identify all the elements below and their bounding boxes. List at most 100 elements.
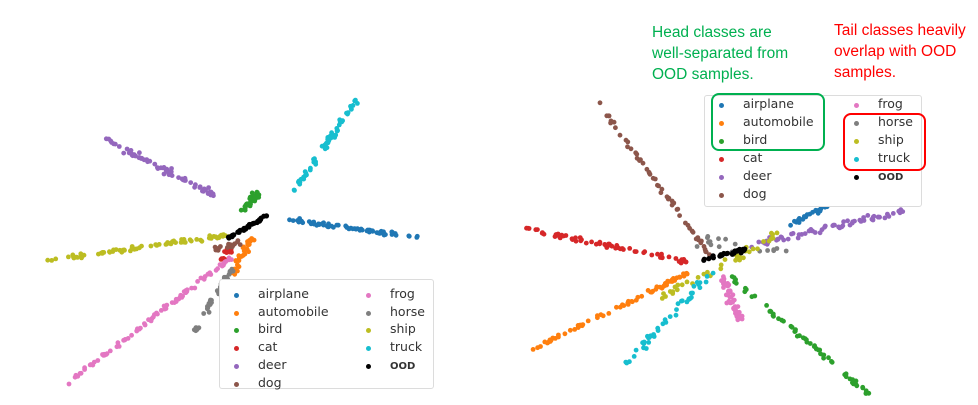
data-point: [81, 252, 87, 258]
data-point: [822, 224, 827, 230]
series-truck: [623, 270, 716, 366]
legend-label: dog: [258, 374, 282, 390]
data-point: [642, 249, 648, 255]
data-point: [733, 308, 739, 314]
data-point: [755, 246, 760, 252]
legend-label: frog: [878, 96, 903, 111]
data-point: [595, 313, 600, 318]
series-frog: [719, 274, 745, 323]
data-point: [139, 243, 144, 249]
data-point: [701, 256, 707, 262]
data-point: [235, 262, 240, 268]
data-point: [627, 246, 633, 251]
data-point: [188, 180, 194, 186]
data-point: [860, 385, 866, 391]
data-point: [178, 240, 184, 245]
data-point: [292, 188, 297, 193]
data-point: [541, 231, 547, 237]
data-point: [727, 288, 733, 294]
data-point: [738, 313, 744, 319]
data-point: [723, 236, 728, 242]
data-point: [106, 136, 112, 142]
data-point: [322, 146, 328, 152]
data-point: [243, 202, 249, 208]
data-point: [553, 232, 559, 238]
data-point: [765, 248, 770, 253]
legend-label: cat: [258, 339, 278, 355]
legend-label: ship: [878, 132, 904, 147]
data-point: [640, 160, 646, 166]
data-point: [124, 146, 130, 152]
data-point: [132, 246, 138, 252]
data-point: [655, 251, 660, 257]
data-point: [716, 244, 722, 250]
data-point: [703, 279, 709, 285]
data-point: [625, 144, 630, 150]
data-point: [639, 293, 645, 299]
data-point: [180, 177, 186, 183]
data-point: [368, 228, 373, 233]
data-point: [850, 379, 856, 385]
data-point: [691, 283, 697, 289]
legend-label: OOD: [878, 172, 904, 183]
data-point: [741, 255, 746, 261]
data-point: [353, 97, 358, 103]
data-point: [669, 277, 675, 283]
data-point: [561, 233, 566, 239]
data-point: [301, 174, 306, 180]
data-point: [667, 314, 673, 319]
data-point: [718, 262, 724, 268]
data-point: [779, 235, 785, 240]
legend-label: deer: [258, 356, 287, 372]
data-point: [296, 219, 302, 225]
legend-label: horse: [878, 114, 913, 129]
data-point: [617, 246, 623, 252]
data-point: [406, 233, 412, 239]
data-point: [155, 165, 160, 171]
legend-label: deer: [743, 168, 772, 183]
data-point: [771, 247, 777, 253]
series-airplane: [287, 216, 420, 240]
data-point: [201, 187, 207, 193]
data-point: [730, 250, 736, 256]
annotation-line: OOD samples.: [652, 66, 754, 83]
data-point: [813, 207, 819, 213]
data-point: [246, 249, 252, 255]
data-point: [103, 352, 109, 357]
data-point: [208, 272, 214, 277]
annotation-line: Head classes are: [652, 24, 772, 41]
legend-marker-icon: [719, 103, 724, 108]
data-point: [633, 249, 639, 255]
data-point: [195, 279, 201, 284]
data-point: [799, 232, 805, 237]
legend-marker-icon: [854, 139, 859, 144]
legend-marker-icon: [719, 193, 724, 198]
data-point: [627, 359, 632, 365]
data-point: [721, 285, 726, 290]
legend-marker-icon: [234, 381, 239, 387]
data-point: [646, 340, 652, 345]
data-point: [806, 228, 812, 234]
series-bird: [729, 274, 872, 396]
legend-label: ship: [390, 321, 416, 337]
data-point: [706, 239, 711, 245]
data-point: [677, 213, 682, 219]
data-point: [194, 237, 200, 242]
data-point: [746, 249, 752, 255]
data-point: [202, 274, 208, 279]
data-point: [885, 211, 890, 217]
data-point: [66, 254, 71, 260]
data-point: [716, 236, 721, 242]
data-point: [236, 253, 242, 259]
data-point: [107, 249, 112, 255]
data-point: [673, 256, 679, 261]
data-point: [142, 322, 148, 328]
data-point: [789, 231, 794, 237]
data-point: [641, 345, 646, 351]
data-point: [646, 169, 652, 175]
data-point: [764, 303, 769, 308]
data-point: [297, 181, 303, 187]
data-point: [890, 211, 896, 216]
legend-label: automobile: [258, 303, 329, 319]
